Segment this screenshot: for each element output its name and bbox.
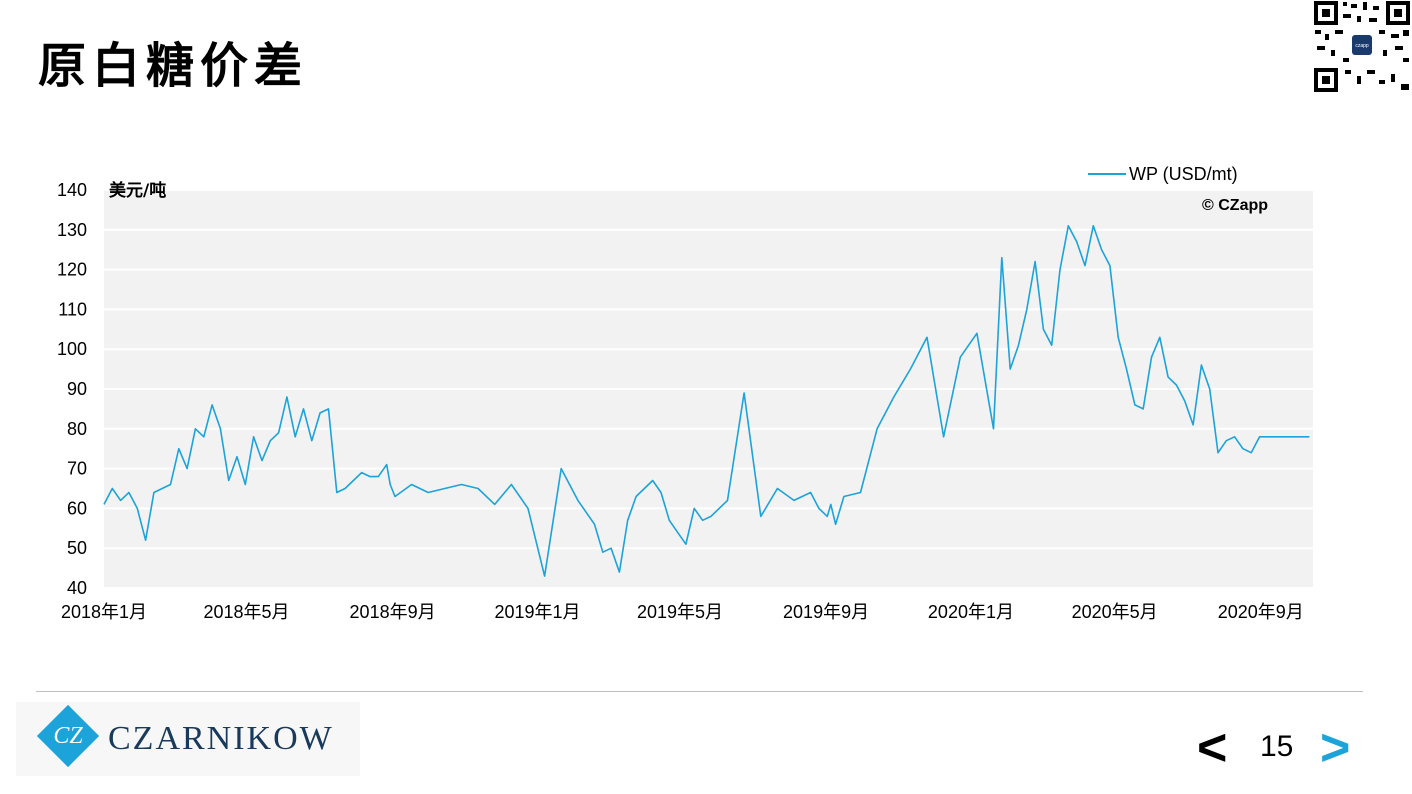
- svg-text:czapp: czapp: [1355, 43, 1369, 49]
- y-tick-label: 110: [58, 299, 87, 319]
- previous-page-button[interactable]: <: [1197, 719, 1228, 777]
- logo-wordmark: CZARNIKOW: [108, 720, 334, 757]
- page-title: 原白糖价差: [38, 38, 309, 94]
- page-number: 15: [1260, 730, 1294, 763]
- series-line-wp: [103, 225, 1310, 577]
- x-tick-label: 2019年9月: [783, 602, 869, 622]
- y-tick-label: 140: [57, 180, 87, 200]
- copyright-label: © CZapp: [1202, 197, 1268, 214]
- y-tick-label: 130: [57, 220, 87, 240]
- x-tick-label: 2020年1月: [928, 602, 1014, 622]
- next-page-button[interactable]: >: [1320, 719, 1351, 777]
- y-axis-unit-label: 美元/吨: [109, 180, 166, 201]
- x-tick-label: 2020年9月: [1218, 602, 1304, 622]
- x-tick-labels: 2018年1月 2018年5月 2018年9月 2019年1月 2019年5月 2019年…: [61, 602, 1304, 622]
- y-tick-label: 60: [67, 498, 87, 518]
- x-tick-label: 2020年5月: [1072, 602, 1158, 622]
- x-tick-label: 2019年1月: [494, 602, 580, 622]
- y-tick-label: 50: [67, 538, 87, 558]
- x-tick-label: 2019年5月: [637, 602, 723, 622]
- czarnikow-logo: CZ CZARNIKOW: [16, 702, 360, 776]
- x-tick-label: 2018年1月: [61, 602, 147, 622]
- y-tick-labels: 40 50 60 70 80 90 100 110 120 130 140: [57, 180, 87, 598]
- x-tick-label: 2018年9月: [350, 602, 436, 622]
- qr-code-icon: czapp: [1313, 0, 1411, 93]
- y-tick-label: 100: [57, 339, 87, 359]
- logo-mark: CZ: [53, 722, 83, 749]
- y-tick-label: 90: [67, 379, 87, 399]
- y-tick-label: 70: [67, 459, 87, 479]
- y-tick-label: 80: [67, 419, 87, 439]
- gridlines: [104, 189, 1313, 589]
- y-tick-label: 120: [57, 260, 87, 280]
- y-tick-label: 40: [67, 578, 87, 598]
- x-tick-label: 2018年5月: [203, 602, 289, 622]
- legend-label: WP (USD/mt): [1129, 164, 1238, 184]
- footer-divider: [36, 691, 1363, 692]
